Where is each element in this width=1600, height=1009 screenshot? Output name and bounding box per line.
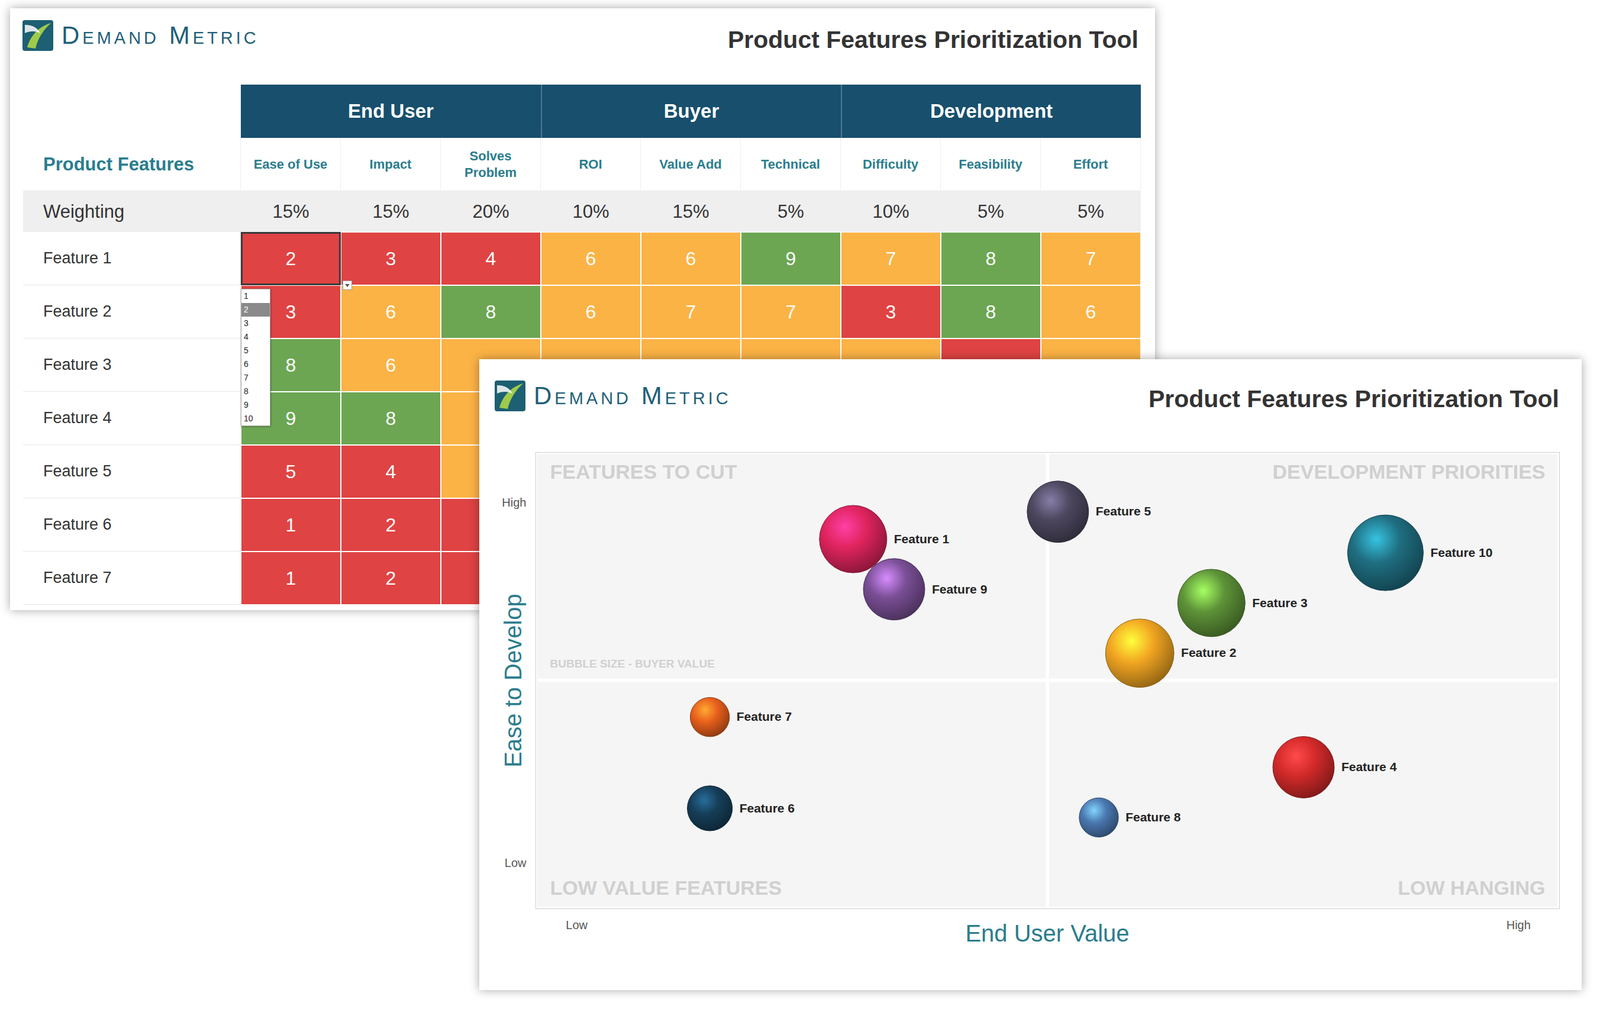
svg-text:LOW VALUE FEATURES: LOW VALUE FEATURES <box>550 876 783 899</box>
html-text:5%: 5% <box>777 200 805 222</box>
html-text:2: 2 <box>243 304 249 315</box>
svg-text:Feature 1: Feature 1 <box>894 531 950 546</box>
html-text:9: 9 <box>785 247 797 269</box>
svg-text:Feature 2: Feature 2 <box>1181 645 1237 660</box>
html-text:2: 2 <box>285 247 297 269</box>
svg-text:BUBBLE SIZE - BUYER VALUE: BUBBLE SIZE - BUYER VALUE <box>550 657 715 670</box>
html-text:10%: 10% <box>872 200 910 222</box>
html-text:2: 2 <box>385 567 397 589</box>
html-text:4: 4 <box>485 247 497 269</box>
svg-text:Feature 7: Feature 7 <box>736 709 792 724</box>
html-text:Ease to Develop: Ease to Develop <box>499 593 526 768</box>
html-text:Feasibility: Feasibility <box>958 156 1023 172</box>
html-text:15%: 15% <box>272 200 310 222</box>
html-text:Product Features Prioritizatio: Product Features Prioritization Tool <box>1148 385 1560 413</box>
html-text:Value Add: Value Add <box>659 156 722 172</box>
html-text:7: 7 <box>1085 247 1097 269</box>
html-text:Demand Metric: Demand Metric <box>61 21 259 50</box>
html-text:ROI: ROI <box>578 156 603 172</box>
html-text:8: 8 <box>285 354 297 376</box>
html-text:End User Value: End User Value <box>965 920 1130 947</box>
html-text:Feature 1: Feature 1 <box>43 249 112 267</box>
html-text:6: 6 <box>385 354 397 376</box>
html-text:10: 10 <box>243 413 254 424</box>
html-text:6: 6 <box>585 300 597 323</box>
html-text:6: 6 <box>385 300 397 323</box>
html-text:7: 7 <box>785 300 797 323</box>
html-text:Difficulty: Difficulty <box>862 156 919 172</box>
html-text:Product Features: Product Features <box>43 153 195 175</box>
html-text:7: 7 <box>243 372 249 383</box>
html-text:15%: 15% <box>372 200 410 222</box>
html-text:Feature 3: Feature 3 <box>43 355 112 374</box>
html-text:4: 4 <box>243 331 249 342</box>
html-text:End User: End User <box>347 100 434 122</box>
svg-text:Feature 10: Feature 10 <box>1430 545 1493 560</box>
html-text:8: 8 <box>485 300 497 323</box>
svg-text:High: High <box>501 495 527 509</box>
html-text:Demand Metric: Demand Metric <box>533 381 732 410</box>
svg-text:Feature 6: Feature 6 <box>739 801 795 815</box>
svg-text:Feature 4: Feature 4 <box>1341 759 1398 774</box>
html-text:8: 8 <box>985 247 997 269</box>
svg-text:LOW HANGING: LOW HANGING <box>1397 876 1545 899</box>
html-text:5: 5 <box>285 460 297 482</box>
html-text:6: 6 <box>585 247 597 269</box>
html-text:15%: 15% <box>672 200 710 222</box>
html-text:Feature 6: Feature 6 <box>43 515 112 534</box>
svg-text:Feature 9: Feature 9 <box>931 582 987 596</box>
html-text:1: 1 <box>285 567 297 589</box>
html-text:3: 3 <box>285 300 297 323</box>
html-text:9: 9 <box>243 400 249 410</box>
html-text:5%: 5% <box>1077 200 1105 222</box>
html-text:Buyer: Buyer <box>663 100 720 122</box>
html-text:7: 7 <box>885 247 897 269</box>
html-text:Effort: Effort <box>1073 156 1108 172</box>
html-text:8: 8 <box>985 300 997 323</box>
html-text:8: 8 <box>385 407 397 429</box>
svg-text:Feature 3: Feature 3 <box>1252 595 1308 610</box>
html-text:5%: 5% <box>977 200 1005 222</box>
html-text:6: 6 <box>685 247 697 269</box>
html-text:9: 9 <box>285 407 297 429</box>
svg-text:High: High <box>1506 918 1531 932</box>
html-text:Development: Development <box>930 100 1053 122</box>
html-text:Feature 5: Feature 5 <box>43 462 112 480</box>
html-text:1: 1 <box>243 291 249 301</box>
html-text:8: 8 <box>243 386 249 396</box>
html-text:Product Features Prioritizatio: Product Features Prioritization Tool <box>727 26 1139 54</box>
svg-text:Low: Low <box>565 918 588 932</box>
html-text:6: 6 <box>243 359 249 369</box>
html-text:Solves Problem: Solves Problem <box>464 148 517 180</box>
html-text:7: 7 <box>685 300 697 323</box>
html-text:Ease of Use: Ease of Use <box>253 156 328 172</box>
html-text:3: 3 <box>385 247 397 269</box>
svg-text:Feature 8: Feature 8 <box>1125 810 1182 824</box>
svg-text:Low: Low <box>504 856 527 870</box>
html-text:Impact: Impact <box>369 156 412 172</box>
html-text:3: 3 <box>885 300 897 323</box>
html-text:5: 5 <box>243 345 249 356</box>
html-text:Weighting: Weighting <box>43 200 125 222</box>
html-text:Feature 2: Feature 2 <box>43 302 112 321</box>
html-text:Technical: Technical <box>761 156 821 172</box>
html-text:10%: 10% <box>572 200 610 222</box>
svg-text:Feature 5: Feature 5 <box>1095 504 1152 518</box>
svg-text:DEVELOPMENT PRIORITIES: DEVELOPMENT PRIORITIES <box>1272 460 1546 483</box>
html-text:Feature 4: Feature 4 <box>43 408 112 427</box>
html-text:1: 1 <box>285 513 297 536</box>
html-text:4: 4 <box>385 460 397 482</box>
html-text:Feature 7: Feature 7 <box>43 568 112 587</box>
html-text:6: 6 <box>1085 300 1097 323</box>
html-text:3: 3 <box>243 318 249 328</box>
html-text:20%: 20% <box>472 200 510 222</box>
html-text:2: 2 <box>385 513 397 536</box>
svg-text:FEATURES TO CUT: FEATURES TO CUT <box>550 460 738 483</box>
